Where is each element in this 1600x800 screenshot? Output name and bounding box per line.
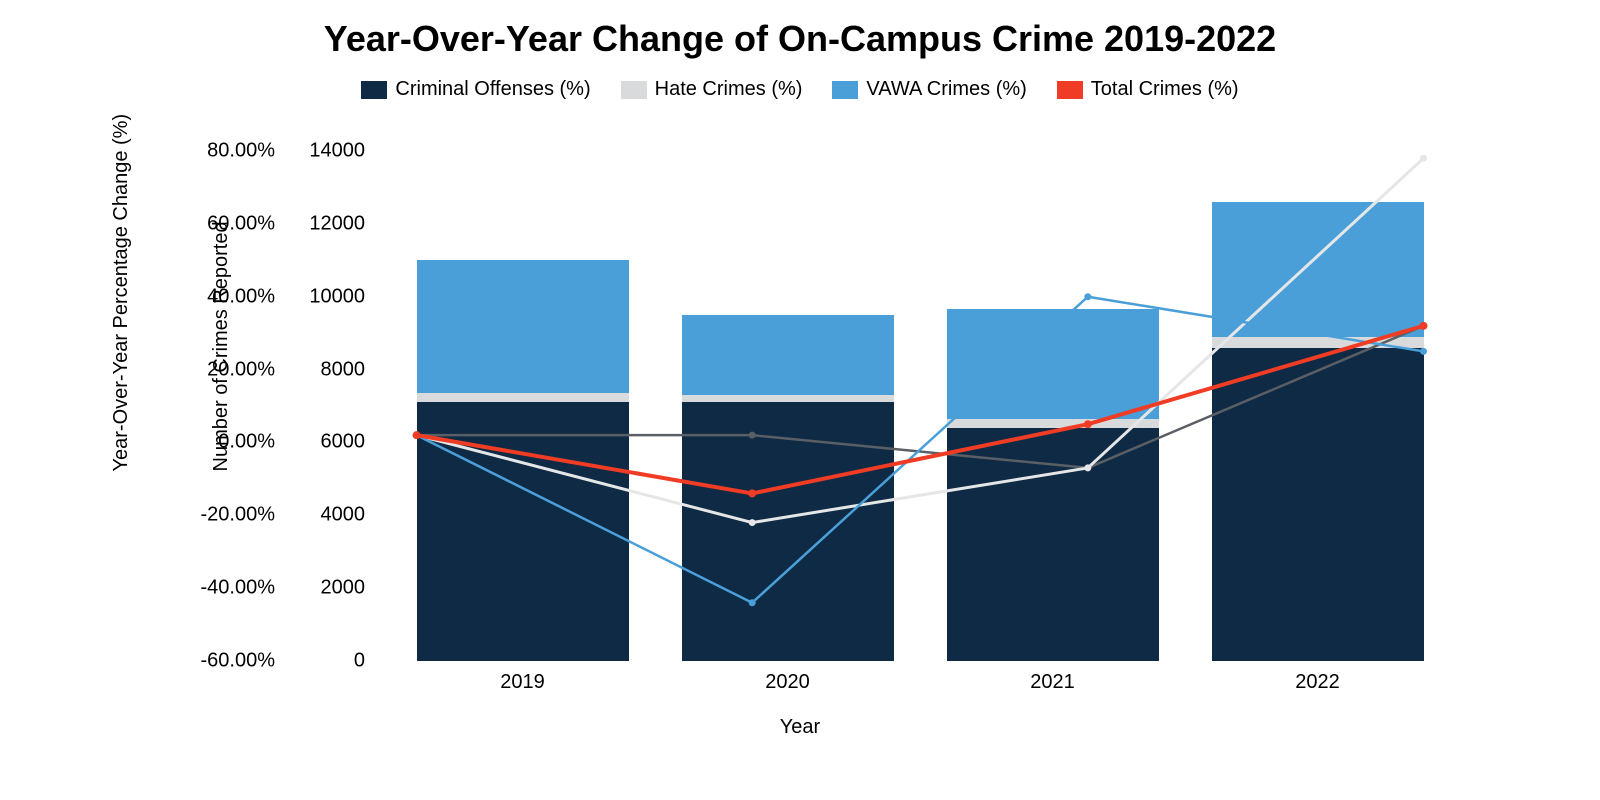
- marker-vawa_pct: [1420, 348, 1427, 355]
- y1-tick: 0.00%: [185, 431, 275, 454]
- y2-tick: 0: [295, 650, 365, 673]
- legend: Criminal Offenses (%) Hate Crimes (%) VAWA…: [0, 78, 1600, 101]
- y2-tick: 10000: [295, 285, 365, 308]
- marker-total_pct: [413, 431, 421, 439]
- y1-tick: 20.00%: [185, 358, 275, 381]
- marker-hate_pct: [749, 519, 756, 526]
- y2-tick: 8000: [295, 358, 365, 381]
- y1-tick: -20.00%: [185, 504, 275, 527]
- marker-criminal_pct: [749, 432, 756, 439]
- y1-tick: 40.00%: [185, 285, 275, 308]
- marker-hate_pct: [1084, 464, 1091, 471]
- chart-area: Year-Over-Year Percentage Change (%) Num…: [100, 111, 1500, 731]
- y1-tick: -40.00%: [185, 577, 275, 600]
- legend-item: VAWA Crimes (%): [832, 78, 1026, 101]
- y1-tick: 80.00%: [185, 140, 275, 163]
- plot-area: [390, 151, 1450, 661]
- y-axis-1-label: Year-Over-Year Percentage Change (%): [110, 114, 133, 472]
- legend-item: Criminal Offenses (%): [361, 78, 590, 101]
- y2-tick: 4000: [295, 504, 365, 527]
- legend-swatch: [832, 81, 858, 99]
- marker-vawa_pct: [1084, 293, 1091, 300]
- y2-tick: 6000: [295, 431, 365, 454]
- line-criminal_pct: [417, 326, 1424, 468]
- line-total_pct: [417, 326, 1424, 494]
- legend-item: Total Crimes (%): [1057, 78, 1239, 101]
- line-vawa_pct: [417, 297, 1424, 603]
- chart-title: Year-Over-Year Change of On-Campus Crime…: [0, 0, 1600, 60]
- marker-total_pct: [1420, 322, 1428, 330]
- x-axis-label: Year: [100, 716, 1500, 739]
- x-tick: 2022: [1295, 671, 1340, 694]
- x-tick: 2021: [1030, 671, 1075, 694]
- y1-tick: 60.00%: [185, 212, 275, 235]
- marker-total_pct: [1084, 420, 1092, 428]
- legend-swatch: [621, 81, 647, 99]
- marker-total_pct: [748, 489, 756, 497]
- legend-label: Hate Crimes (%): [655, 78, 803, 101]
- legend-swatch: [361, 81, 387, 99]
- y2-tick: 12000: [295, 212, 365, 235]
- x-tick: 2020: [765, 671, 810, 694]
- lines-layer: [390, 151, 1450, 661]
- legend-swatch: [1057, 81, 1083, 99]
- legend-label: VAWA Crimes (%): [866, 78, 1026, 101]
- legend-label: Total Crimes (%): [1091, 78, 1239, 101]
- legend-label: Criminal Offenses (%): [395, 78, 590, 101]
- y2-tick: 14000: [295, 140, 365, 163]
- x-tick: 2019: [500, 671, 545, 694]
- line-hate_pct: [417, 158, 1424, 522]
- y2-tick: 2000: [295, 577, 365, 600]
- marker-vawa_pct: [749, 599, 756, 606]
- marker-hate_pct: [1420, 155, 1427, 162]
- legend-item: Hate Crimes (%): [621, 78, 803, 101]
- y1-tick: -60.00%: [185, 650, 275, 673]
